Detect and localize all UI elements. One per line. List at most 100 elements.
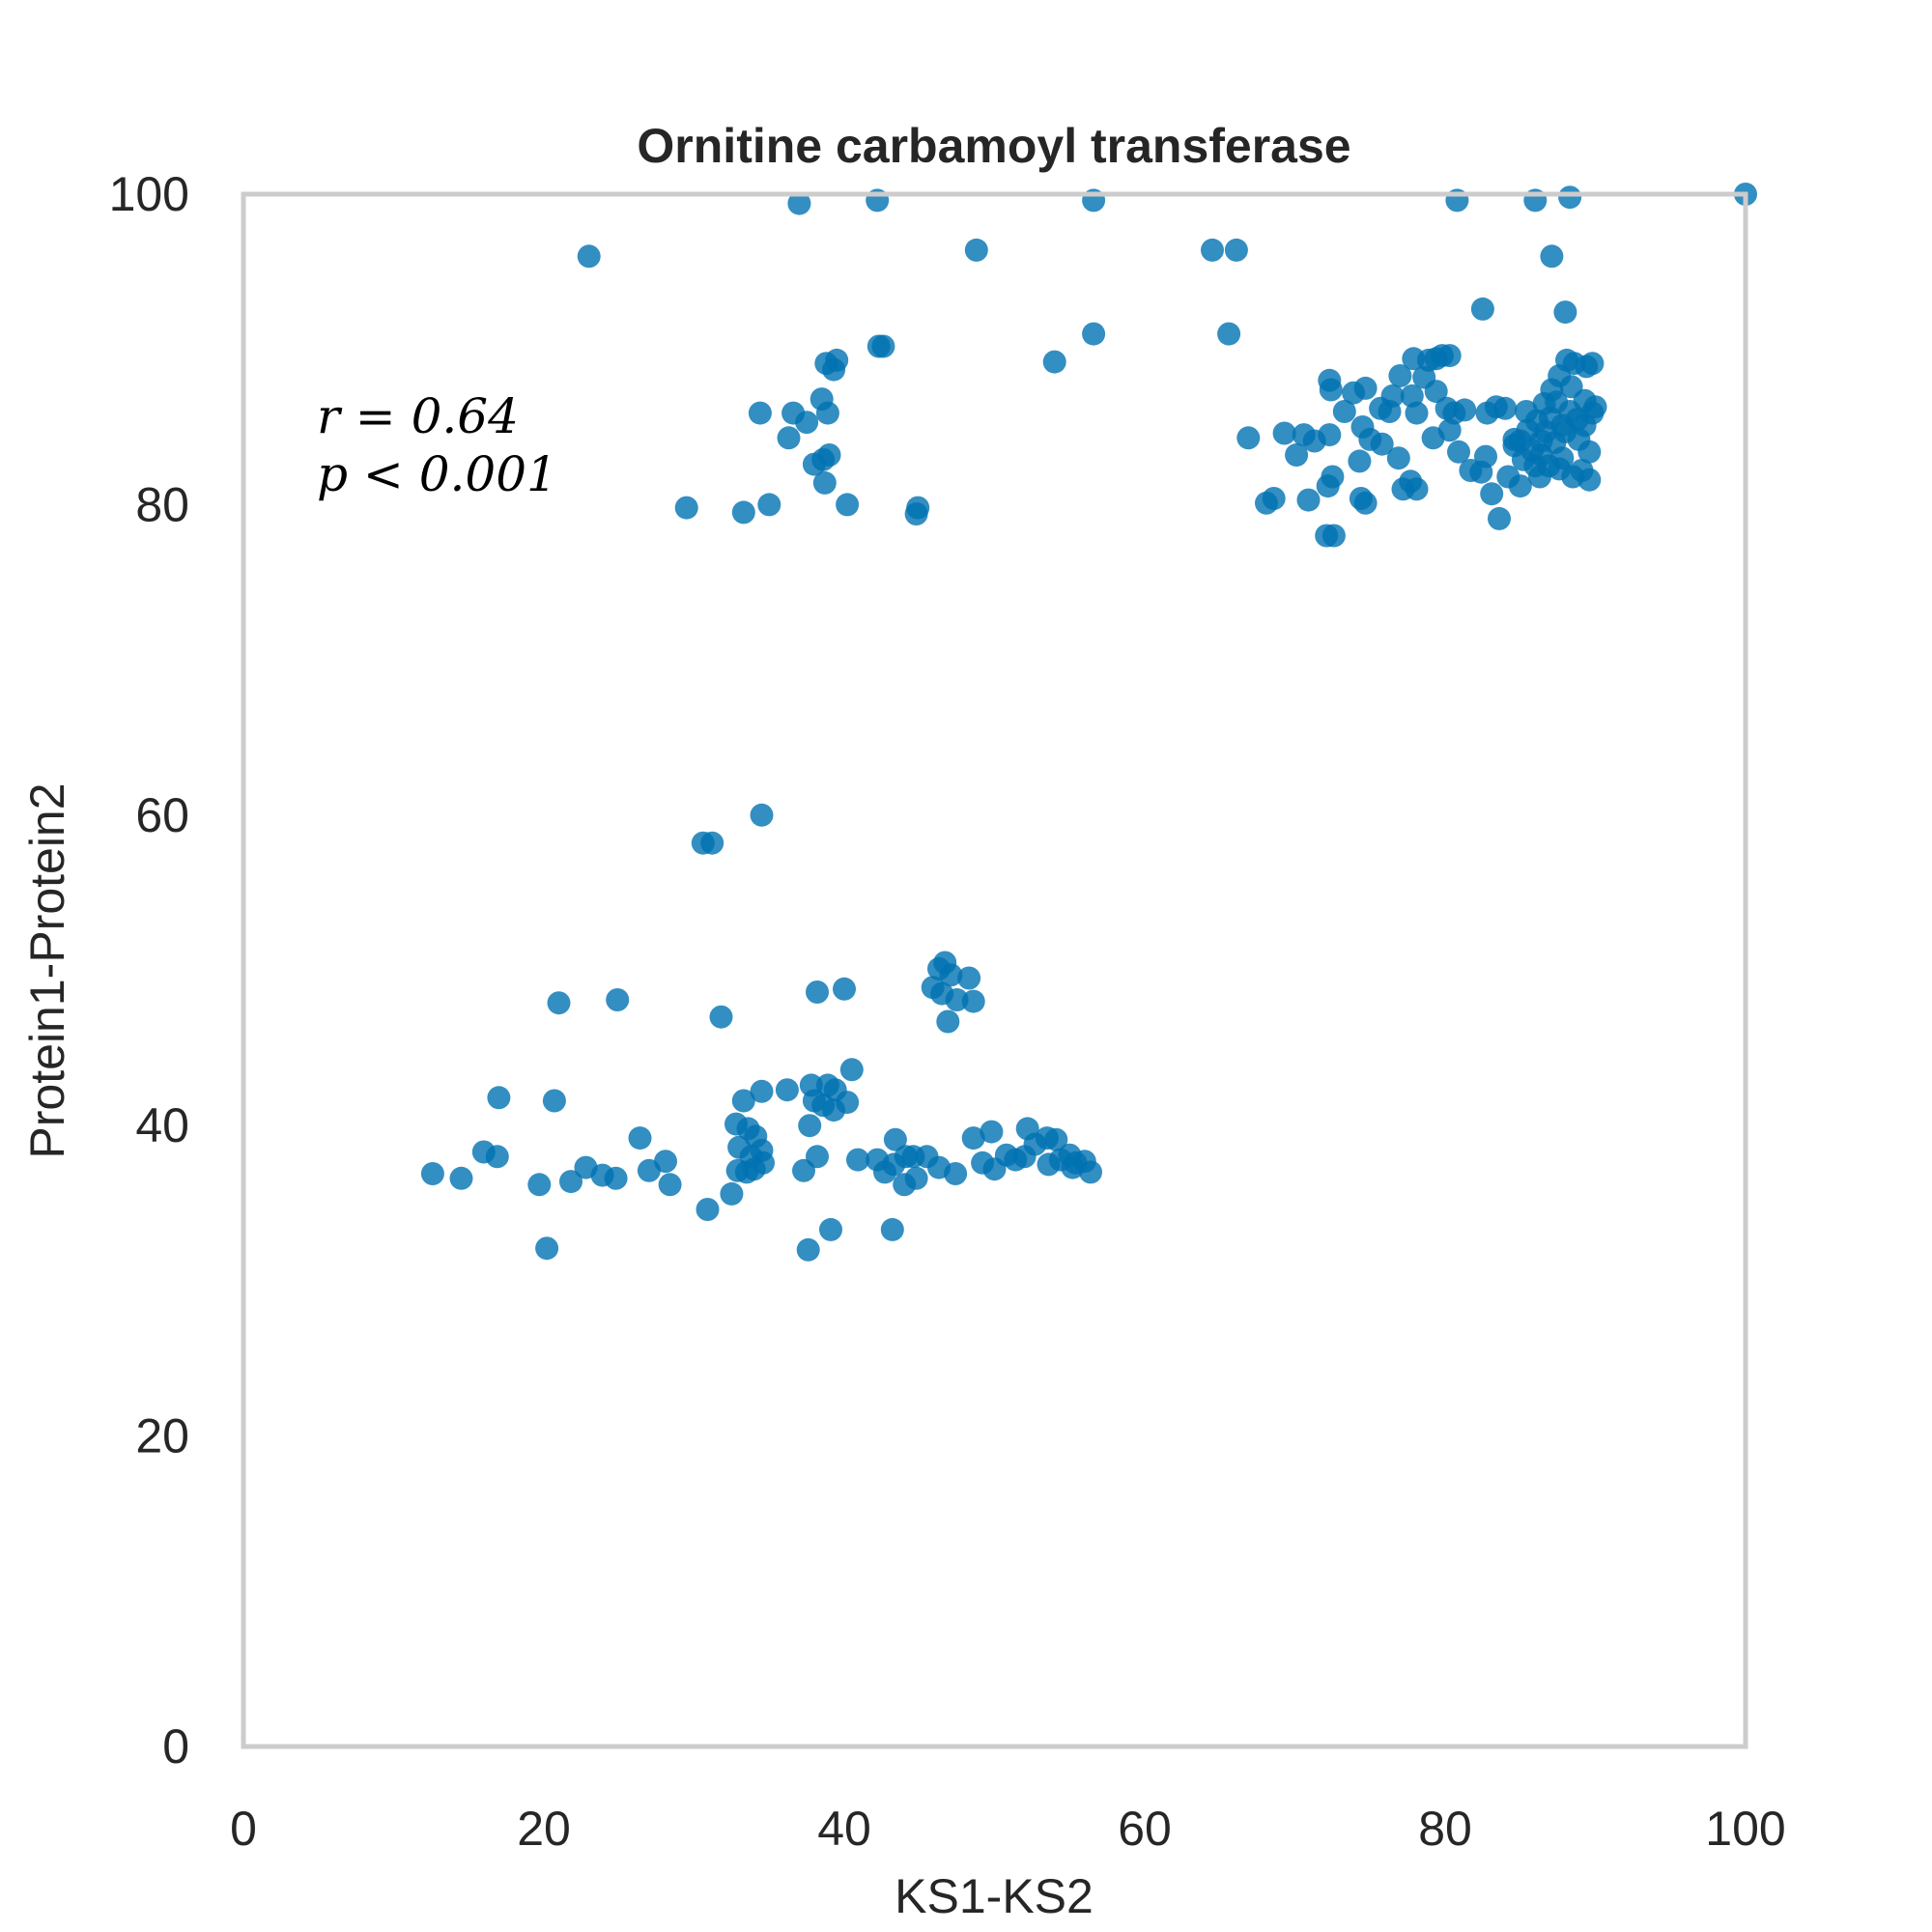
data-point	[1493, 396, 1518, 420]
data-point	[1508, 474, 1532, 498]
y-axis-label: Protein1-Protein2	[20, 782, 74, 1158]
correlation-r-annotation: r = 0.64	[317, 388, 519, 444]
data-point	[449, 1166, 473, 1190]
data-point	[1474, 444, 1497, 469]
data-point	[871, 334, 895, 358]
data-point	[709, 1005, 733, 1029]
data-point	[798, 1114, 822, 1138]
data-point	[815, 401, 839, 425]
data-point	[1559, 375, 1583, 399]
data-point	[957, 966, 981, 990]
data-point	[748, 401, 772, 425]
data-point	[757, 493, 781, 517]
data-point	[1370, 432, 1394, 456]
data-point	[961, 1126, 985, 1151]
data-point	[654, 1150, 677, 1174]
data-point	[1296, 488, 1321, 512]
data-point	[1321, 465, 1345, 489]
data-point	[904, 1166, 928, 1190]
data-point	[577, 244, 601, 269]
data-point	[1348, 449, 1372, 473]
data-point	[904, 502, 928, 526]
data-point	[1437, 344, 1462, 368]
x-axis-label: KS1-KS2	[895, 1869, 1094, 1923]
x-tick-labels: 0 20 40 60 80 100	[230, 1802, 1786, 1856]
data-point	[944, 1162, 968, 1185]
data-point	[1558, 185, 1582, 210]
data-point	[1318, 423, 1342, 447]
data-point	[961, 989, 985, 1013]
data-point	[487, 1086, 511, 1110]
data-point	[1079, 1160, 1102, 1184]
data-point	[1353, 376, 1378, 400]
data-point	[1388, 364, 1412, 387]
data-point	[696, 1198, 720, 1221]
data-point	[1480, 482, 1504, 506]
data-point	[1319, 378, 1343, 402]
x-tick-label: 40	[817, 1802, 871, 1856]
x-tick-label: 100	[1705, 1802, 1785, 1856]
data-point	[1470, 297, 1494, 321]
data-point	[964, 238, 988, 262]
data-point	[750, 803, 774, 827]
data-point	[1378, 400, 1402, 423]
data-point	[880, 1217, 904, 1241]
data-point	[527, 1173, 552, 1197]
y-tick-label: 40	[135, 1098, 189, 1152]
data-point	[1353, 491, 1378, 515]
data-point	[795, 411, 819, 435]
x-tick-label: 60	[1118, 1802, 1172, 1856]
data-point	[1262, 487, 1286, 510]
data-point	[1044, 1127, 1068, 1151]
data-point	[1405, 401, 1429, 425]
data-point	[936, 1009, 960, 1034]
data-point	[1201, 238, 1224, 262]
x-tick-label: 80	[1418, 1802, 1472, 1856]
data-point	[485, 1145, 509, 1169]
x-tick-label: 0	[230, 1802, 257, 1856]
data-point	[1545, 390, 1569, 414]
data-point	[1577, 468, 1602, 492]
data-point	[1236, 426, 1261, 450]
data-point	[731, 500, 755, 525]
data-point	[1042, 350, 1066, 374]
data-point	[1583, 395, 1607, 419]
data-point	[1224, 238, 1248, 262]
data-point	[420, 1162, 444, 1185]
data-point	[836, 1091, 860, 1115]
data-point	[720, 1181, 744, 1206]
y-tick-label: 20	[135, 1409, 189, 1463]
data-point	[1475, 401, 1499, 425]
data-points	[420, 183, 1757, 1262]
data-point	[559, 1170, 582, 1194]
data-point	[1285, 443, 1309, 467]
p-value-annotation: p < 0.001	[317, 446, 557, 502]
y-tick-labels: 0 20 40 60 80 100	[109, 167, 189, 1774]
data-point	[658, 1173, 682, 1197]
data-point	[883, 1127, 907, 1151]
data-point	[836, 493, 860, 517]
data-point	[547, 991, 571, 1015]
y-tick-label: 80	[135, 477, 189, 531]
data-point	[806, 980, 829, 1004]
data-point	[535, 1236, 559, 1261]
data-point	[777, 426, 801, 450]
data-point	[1386, 446, 1410, 470]
data-point	[1508, 429, 1532, 453]
data-point	[1523, 454, 1548, 478]
data-point	[806, 1145, 829, 1169]
x-tick-label: 20	[517, 1802, 571, 1856]
data-point	[731, 1089, 755, 1113]
data-point	[1453, 398, 1477, 422]
data-point	[1540, 244, 1564, 269]
data-point	[980, 1120, 1004, 1144]
data-point	[1580, 352, 1605, 376]
y-tick-label: 60	[135, 788, 189, 842]
data-point	[819, 1217, 842, 1241]
data-point	[750, 1079, 774, 1103]
data-point	[846, 1148, 869, 1172]
data-point	[833, 977, 856, 1001]
data-point	[939, 963, 963, 987]
plot-frame	[241, 191, 1748, 1749]
